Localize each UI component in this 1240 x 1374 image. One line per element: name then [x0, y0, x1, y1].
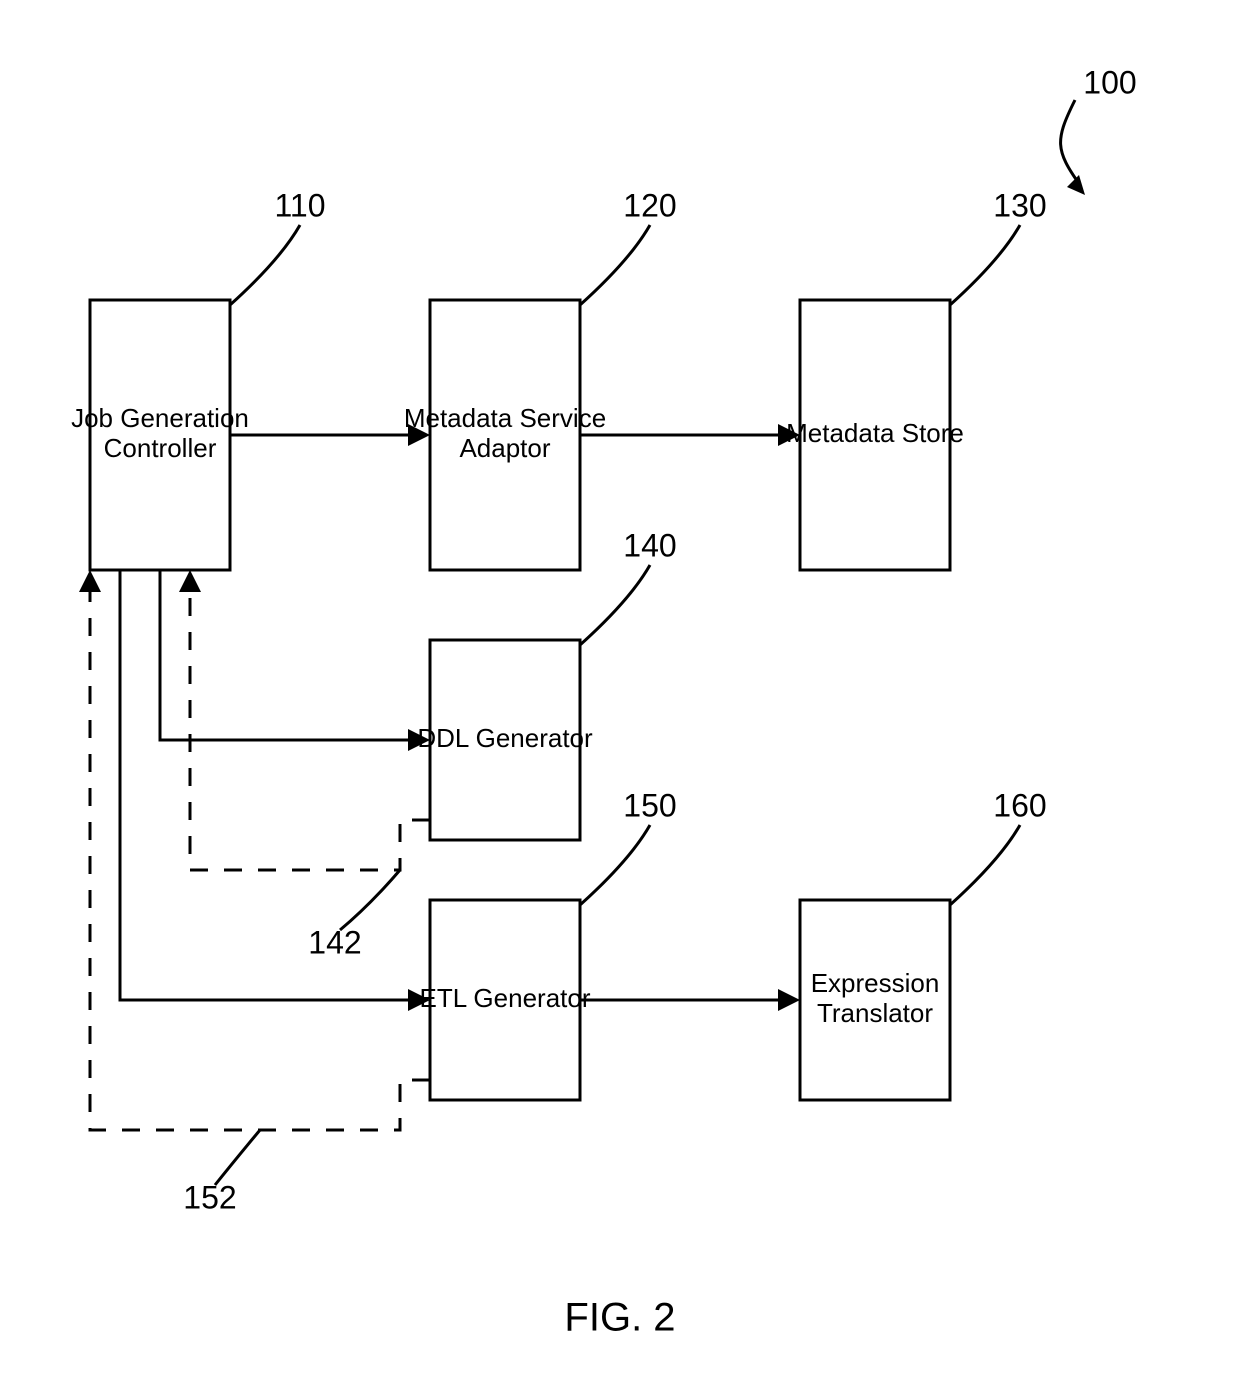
diagram-number-arrow [1067, 175, 1085, 195]
box-store-label-0: Metadata Store [786, 418, 964, 448]
number-msa: 120 [623, 187, 676, 223]
box-expr-label-1: Translator [817, 998, 933, 1028]
dashed-number-1: 152 [183, 1179, 236, 1215]
box-etl-label-0: ETL Generator [419, 983, 590, 1013]
solid-edge-4 [120, 570, 408, 1000]
diagram-number: 100 [1083, 64, 1136, 100]
diagram-canvas: 100 Job GenerationController 110 Metadata S… [0, 0, 1240, 1374]
dashed-leader-1 [215, 1130, 260, 1185]
leader-ddl [580, 565, 650, 645]
box-job-label-0: Job Generation [71, 403, 249, 433]
leader-msa [580, 225, 650, 305]
leader-expr [950, 825, 1020, 905]
leader-etl [580, 825, 650, 905]
box-job-label-1: Controller [104, 433, 217, 463]
dashed-edge-0 [190, 592, 430, 870]
solid-edge-3 [160, 570, 408, 740]
leader-job [230, 225, 300, 305]
number-ddl: 140 [623, 527, 676, 563]
box-expr-label-0: Expression [811, 968, 940, 998]
number-etl: 150 [623, 787, 676, 823]
box-msa-label-1: Adaptor [459, 433, 550, 463]
number-job: 110 [274, 187, 325, 223]
figure-label: FIG. 2 [564, 1296, 675, 1340]
number-expr: 160 [993, 787, 1046, 823]
number-store: 130 [993, 187, 1046, 223]
box-ddl-label-0: DDL Generator [417, 723, 593, 753]
diagram-number-leader [1061, 100, 1080, 185]
dashed-number-0: 142 [308, 924, 361, 960]
leader-store [950, 225, 1020, 305]
dashed-leader-0 [340, 870, 400, 930]
box-msa-label-0: Metadata Service [404, 403, 606, 433]
dashed-edge-1 [90, 592, 430, 1130]
